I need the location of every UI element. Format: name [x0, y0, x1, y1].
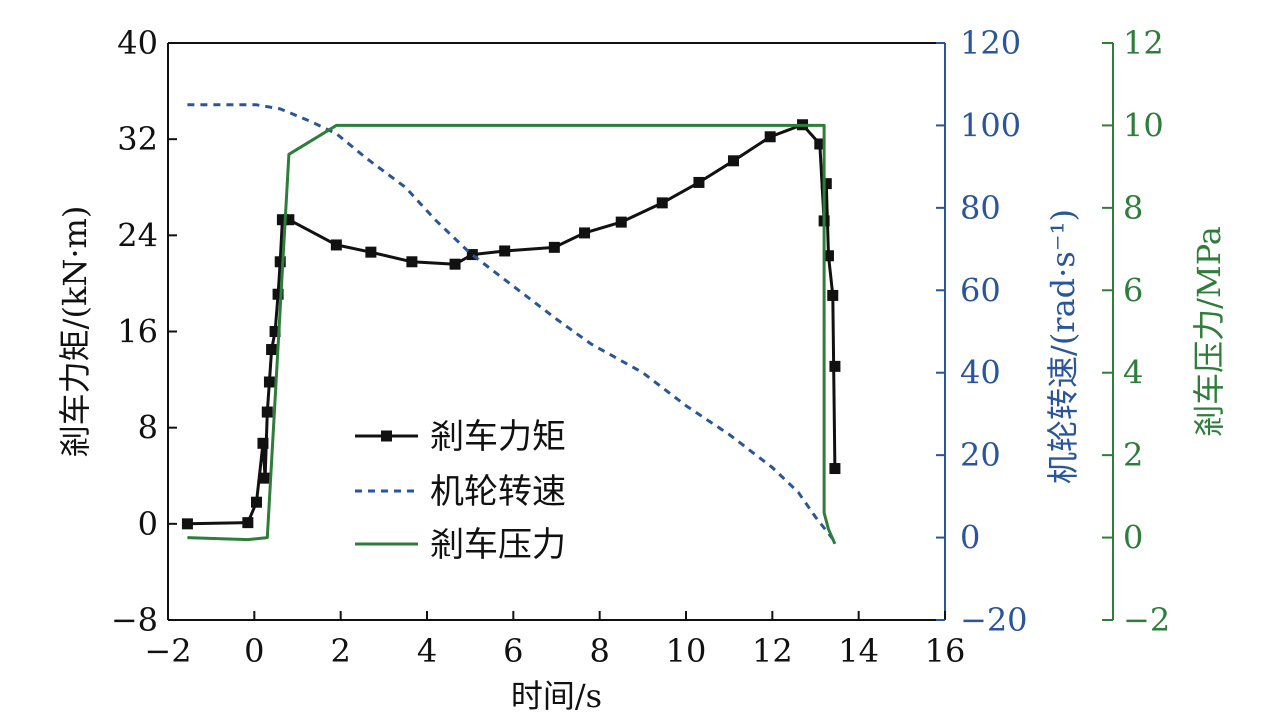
torque-series-line	[187, 123, 837, 526]
pressure-y-tick-label: 4	[1123, 354, 1143, 392]
torque-marker	[548, 241, 560, 253]
torque-marker	[181, 518, 193, 530]
x-tick-label: 0	[244, 632, 264, 670]
right-y-tick-label: 80	[960, 189, 1001, 227]
torque-marker	[266, 344, 278, 356]
right-y-tick-label: 40	[960, 354, 1001, 392]
torque-marker	[330, 239, 342, 251]
left-y-tick-label: −8	[111, 601, 158, 639]
torque-marker	[820, 178, 832, 190]
x-tick-label: 10	[666, 632, 707, 670]
pressure-y-tick-label: −2	[1123, 601, 1170, 639]
legend-entry-label: 剎车压力	[430, 525, 566, 565]
x-tick-label: −2	[144, 632, 191, 670]
pressure-series-line	[187, 123, 837, 545]
torque-marker	[829, 463, 841, 475]
torque-marker	[579, 227, 591, 239]
x-tick-label: 14	[838, 632, 879, 670]
torque-marker	[261, 406, 273, 418]
torque-marker	[263, 376, 275, 388]
left-y-tick-label: 40	[117, 24, 158, 62]
x-tick-label: 12	[752, 632, 793, 670]
torque-marker	[814, 138, 826, 150]
left-y-tick-label: 0	[138, 505, 158, 543]
left-y-tick-label: 24	[117, 216, 158, 254]
x-tick-label: 16	[925, 632, 966, 670]
left-y-tick-label: 8	[138, 409, 158, 447]
torque-marker	[764, 131, 776, 143]
torque-marker	[274, 256, 286, 268]
pressure-y-tick-label: 2	[1123, 436, 1143, 474]
pressure-y-tick-label: 0	[1123, 519, 1143, 557]
torque-marker	[283, 214, 295, 226]
torque-marker	[827, 289, 839, 301]
left-y-tick-label: 32	[117, 120, 158, 158]
x-tick-label: 8	[589, 632, 609, 670]
torque-marker	[257, 437, 269, 449]
legend-entry-label: 剎车力矩	[430, 417, 566, 457]
torque-marker	[276, 214, 288, 226]
pressure-y-axis-label: 剎车压力/MPa	[1190, 226, 1228, 437]
torque-marker	[272, 288, 284, 300]
right-y-tick-label: 100	[960, 106, 1021, 144]
right-y-tick-label: 60	[960, 271, 1001, 309]
pressure-y-tick-label: 10	[1123, 106, 1164, 144]
torque-marker	[727, 155, 739, 167]
torque-marker	[250, 496, 262, 508]
right-y-tick-label: 0	[960, 519, 980, 557]
x-tick-label: 4	[417, 632, 437, 670]
x-tick-label: 2	[330, 632, 350, 670]
torque-marker	[466, 249, 478, 261]
pressure-y-tick-label: 12	[1123, 24, 1164, 62]
right-y-tick-label: −20	[960, 601, 1028, 639]
torque-marker	[269, 326, 281, 337]
torque-marker	[365, 246, 377, 258]
wheel-speed-series-line	[187, 103, 837, 543]
x-axis-label: 时间/s	[511, 677, 602, 715]
legend-entry-label: 机轮转速	[430, 472, 566, 512]
right-y-tick-label: 120	[960, 24, 1021, 62]
left-y-axis-label: 剎车力矩/(kN·m)	[56, 206, 94, 458]
torque-marker	[822, 250, 834, 262]
pressure-y-tick-label: 8	[1123, 189, 1143, 227]
pressure-y-tick-label: 6	[1123, 271, 1143, 309]
left-y-tick-label: 16	[117, 313, 158, 351]
torque-marker	[499, 245, 511, 257]
torque-marker	[656, 197, 668, 209]
torque-marker	[615, 216, 627, 228]
right-y-tick-label: 20	[960, 436, 1001, 474]
right-y-axis-label: 机轮转速/(rad·s⁻¹)	[1044, 209, 1082, 484]
torque-marker	[693, 176, 705, 188]
torque-marker	[259, 472, 271, 484]
torque-marker	[406, 256, 418, 268]
torque-marker	[829, 360, 841, 372]
legend-swatch-marker	[381, 430, 392, 442]
x-tick-label: 6	[503, 632, 523, 670]
torque-marker	[242, 517, 254, 529]
torque-marker	[449, 258, 461, 270]
